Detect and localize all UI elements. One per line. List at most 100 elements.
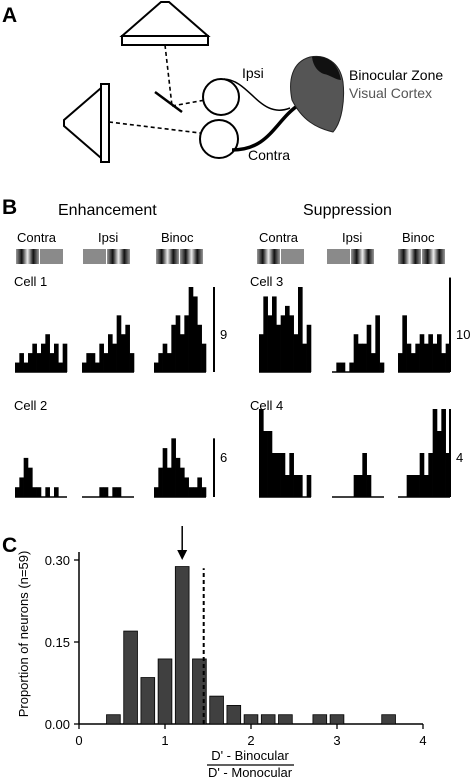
condition-label-binoc-sup: Binoc: [402, 230, 435, 245]
histogram-bar: [260, 714, 276, 725]
psth-bar: [41, 343, 46, 372]
psth-bar: [428, 334, 433, 372]
psth-bar: [167, 467, 172, 497]
histogram-bar: [123, 630, 138, 725]
stimulus-right-eye-5: [351, 249, 374, 264]
y-tick-label: 0.30: [45, 553, 70, 568]
psth-bar: [298, 475, 303, 497]
ipsi-eye: [202, 78, 240, 116]
psth-bar: [158, 467, 163, 497]
scale-label-cell-4: 4: [456, 450, 463, 465]
histogram-bar: [140, 677, 156, 725]
ipsi-label: Ipsi: [242, 65, 264, 81]
psth-bar: [99, 343, 104, 372]
stimulus-left-eye-2: [83, 249, 106, 264]
x-axis-label-numerator: D' - Binocular: [211, 748, 289, 763]
psth-bar: [112, 343, 117, 372]
top-monitor-icon: [119, 1, 211, 46]
psth-bar: [411, 353, 416, 372]
y-tick-label: 0.15: [45, 635, 70, 650]
psth-bar: [267, 431, 273, 497]
stimulus-left-eye-4: [257, 249, 280, 264]
psth-bar: [45, 487, 50, 497]
psth-bar: [267, 315, 273, 372]
x-tick-label: 2: [247, 733, 254, 748]
psth-bar: [49, 353, 55, 372]
psth-bar: [445, 343, 451, 372]
psth-bar: [129, 353, 135, 372]
psth-bar: [272, 453, 277, 497]
scale-label-cell-3: 10: [456, 327, 470, 342]
psth-bar: [54, 343, 59, 372]
histogram-bar: [312, 714, 328, 725]
psth-bar: [415, 343, 420, 372]
stimulus-right-eye-4: [281, 249, 304, 264]
psth-bar: [54, 487, 59, 497]
psth-bar: [58, 362, 63, 372]
psth-histograms: [15, 287, 451, 498]
psth-bar: [23, 457, 29, 497]
cell-3-label: Cell 3: [250, 274, 283, 289]
histogram-bar: [209, 695, 224, 725]
psth-bar: [419, 334, 425, 372]
cell-1-label: Cell 1: [14, 274, 47, 289]
panel-b-letter: B: [2, 196, 17, 219]
contra-pathway: [231, 102, 301, 152]
scale-bars: [213, 277, 451, 497]
histogram-bar: [157, 658, 173, 725]
condition-label-contra-sup: Contra: [259, 230, 299, 245]
median-arrow-head: [177, 550, 188, 560]
psth-bar: [175, 457, 181, 497]
psth-bar: [445, 453, 451, 497]
histogram-bar: [106, 714, 121, 725]
psth-bar: [424, 475, 429, 497]
psth-bar: [32, 343, 37, 372]
histogram-bar: [278, 714, 293, 725]
condition-label-ipsi-sup: Ipsi: [342, 230, 362, 245]
psth-bar: [293, 334, 299, 372]
psth-bar: [90, 353, 96, 372]
psth-bar: [154, 487, 159, 497]
histogram-bar: [226, 705, 242, 725]
visual-cortex-label: Visual Cortex: [349, 85, 432, 101]
x-tick-label: 3: [333, 733, 340, 748]
psth-bar: [19, 353, 24, 372]
psth-bar: [280, 315, 286, 372]
mirror: [154, 90, 183, 114]
psth-bar: [45, 334, 50, 372]
stimulus-right-eye-6: [422, 249, 445, 264]
panel-b: B Enhancement Suppression Contra Ipsi Bi…: [2, 196, 470, 498]
psth-bar: [306, 475, 312, 497]
psth-bar: [19, 477, 24, 497]
stimulus-right-eye-2: [107, 249, 130, 264]
chart-tick-labels: 0 1 2 3 4 0.00 0.15 0.30: [45, 553, 427, 748]
cell-4-label: Cell 4: [250, 398, 283, 413]
suppression-title: Suppression: [303, 202, 392, 219]
scale-label-cell-1: 9: [220, 327, 227, 342]
psth-bar: [121, 334, 126, 372]
psth-bar: [340, 362, 346, 372]
stimulus-icons: [16, 249, 445, 264]
psth-bar: [112, 487, 117, 497]
psth-bar: [371, 353, 376, 372]
psth-bar: [362, 343, 367, 372]
psth-bar: [293, 475, 299, 497]
psth-bar: [171, 438, 176, 497]
x-tick-label: 1: [161, 733, 168, 748]
psth-bar: [28, 467, 33, 497]
psth-bar: [353, 334, 359, 372]
histogram-bar: [174, 566, 190, 725]
cell-2-label: Cell 2: [14, 398, 47, 413]
psth-bar: [167, 353, 172, 372]
psth-bar: [28, 353, 33, 372]
stimulus-left-eye-1: [16, 249, 39, 264]
psth-bar: [441, 409, 446, 497]
psth-bar: [162, 343, 168, 372]
psth-bar: [306, 324, 312, 372]
psth-bar: [116, 315, 122, 372]
psth-bar: [103, 353, 109, 372]
binocular-zone-label: Binocular Zone: [349, 67, 443, 83]
psth-bar: [349, 362, 354, 372]
psth-bar: [201, 343, 207, 372]
contra-sight-line: [108, 121, 201, 134]
